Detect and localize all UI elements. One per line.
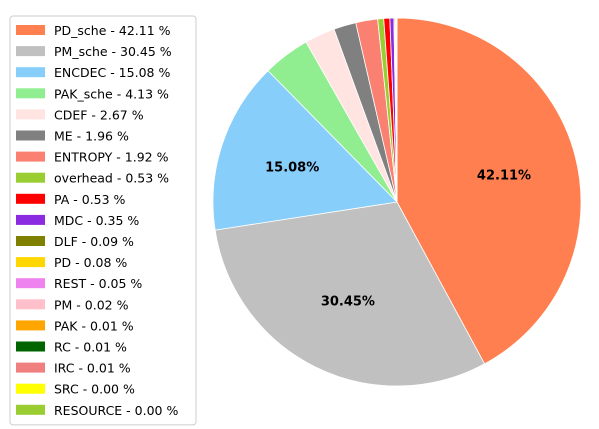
- legend-label-pm-sche: PM_sche - 30.45 %: [54, 44, 172, 59]
- legend-swatch-pd: [16, 257, 45, 268]
- legend-label-rest: REST - 0.05 %: [54, 276, 142, 291]
- legend-label-pak: PAK - 0.01 %: [54, 318, 134, 333]
- legend-label-cdef: CDEF - 2.67 %: [54, 107, 144, 122]
- legend-swatch-resource: [16, 404, 45, 415]
- legend-label-dlf: DLF - 0.09 %: [54, 234, 134, 249]
- legend-swatch-pm: [16, 299, 45, 310]
- legend-label-entropy: ENTROPY - 1.92 %: [54, 150, 169, 165]
- legend-swatch-pak-sche: [16, 88, 45, 99]
- legend-swatch-rest: [16, 278, 45, 289]
- legend-swatch-pak: [16, 320, 45, 331]
- slice-label-encdec: 15.08%: [265, 161, 319, 176]
- pie-slice-encdec: [212, 70, 398, 231]
- legend-label-mdc: MDC - 0.35 %: [54, 213, 139, 228]
- legend-label-overhead: overhead - 0.53 %: [54, 171, 169, 186]
- legend-label-pd: PD - 0.08 %: [54, 255, 127, 270]
- legend-swatch-cdef: [16, 109, 45, 120]
- slice-labels: 42.11% 30.45% 15.08%: [265, 161, 531, 310]
- legend-swatch-encdec: [16, 67, 45, 78]
- legend-swatch-src: [16, 383, 45, 394]
- legend-swatch-irc: [16, 362, 45, 373]
- legend-label-pak-sche: PAK_sche - 4.13 %: [54, 86, 169, 101]
- legend-swatch-rc: [16, 341, 45, 352]
- legend: PD_sche - 42.11 % PM_sche - 30.45 % ENCDEC…: [9, 15, 197, 426]
- legend-frame: [9, 15, 197, 426]
- legend-label-encdec: ENCDEC - 15.08 %: [54, 65, 170, 80]
- legend-label-irc: IRC - 0.01 %: [54, 361, 131, 376]
- pie-slice-pd-sche: [396, 17, 582, 365]
- slice-label-pd-sche: 42.11%: [477, 168, 531, 183]
- legend-swatch-dlf: [16, 236, 45, 246]
- legend-label-pd-sche: PD_sche - 42.11 %: [54, 23, 171, 38]
- pie-slice-pm-sche: [214, 201, 486, 387]
- legend-swatch-entropy: [16, 151, 45, 162]
- legend-swatch-me: [16, 130, 45, 141]
- legend-label-src: SRC - 0.00 %: [54, 382, 135, 397]
- legend-swatch-overhead: [16, 172, 45, 183]
- legend-swatch-pd-sche: [16, 25, 45, 35]
- legend-swatch-pa: [16, 193, 45, 204]
- legend-label-resource: RESOURCE - 0.00 %: [54, 403, 178, 418]
- legend-label-me: ME - 1.96 %: [54, 129, 129, 144]
- pie-slices: [212, 17, 582, 387]
- legend-label-pm: PM - 0.02 %: [54, 297, 129, 312]
- legend-swatch-pm-sche: [16, 46, 45, 57]
- legend-label-rc: RC - 0.01 %: [54, 340, 127, 355]
- legend-label-pa: PA - 0.53 %: [54, 192, 126, 207]
- slice-label-pm-sche: 30.45%: [321, 294, 375, 309]
- legend-swatch-mdc: [16, 214, 45, 225]
